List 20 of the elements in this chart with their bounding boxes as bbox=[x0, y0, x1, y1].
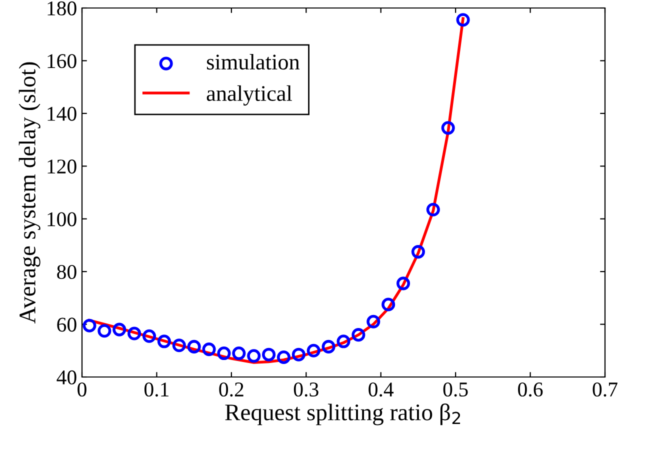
y-tick-label: 100 bbox=[48, 212, 76, 226]
x-tick-label: 0.4 bbox=[368, 382, 394, 397]
y-tick-label: 60 bbox=[57, 318, 76, 332]
legend-label: simulation bbox=[206, 54, 300, 70]
y-axis-title: Average system delay (slot) bbox=[18, 62, 40, 324]
x-axis-title: Request splitting ratio β$_{2}$ bbox=[225, 404, 460, 426]
y-tick-label: 140 bbox=[48, 106, 76, 121]
x-tick-label: 0.6 bbox=[518, 382, 543, 397]
y-tick-label: 160 bbox=[48, 54, 76, 68]
x-tick-label: 0.5 bbox=[443, 382, 468, 397]
y-tick-label: 120 bbox=[48, 160, 76, 174]
x-tick-label: 0.7 bbox=[592, 382, 618, 397]
x-tick-label: 0.1 bbox=[144, 382, 168, 397]
x-tick-label: 0.2 bbox=[219, 382, 244, 397]
x-tick-label: 0 bbox=[78, 382, 86, 397]
y-tick-label: 80 bbox=[57, 264, 76, 280]
x-tick-label: 0.3 bbox=[294, 382, 318, 397]
y-tick-label: 180 bbox=[48, 1, 76, 16]
y-tick-label: 40 bbox=[56, 370, 76, 384]
legend-label: analytical bbox=[206, 85, 292, 106]
